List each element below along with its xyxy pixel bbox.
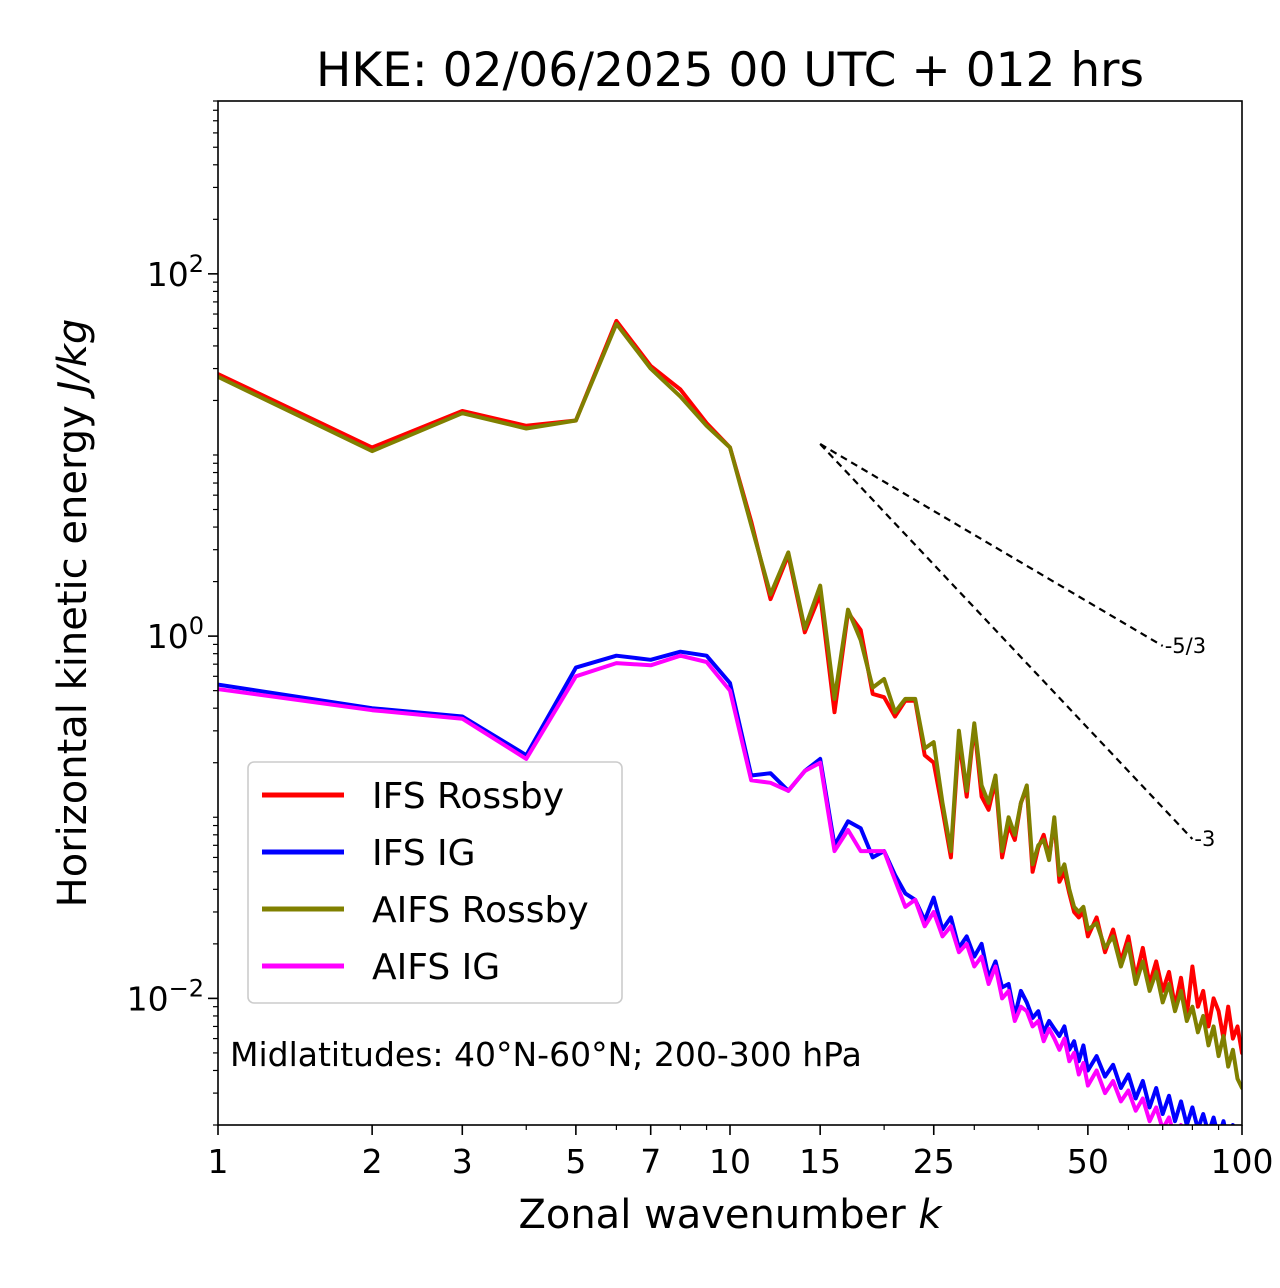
legend-label-ifs-rossby: IFS Rossby xyxy=(372,776,564,817)
x-tick-label: 7 xyxy=(640,1142,661,1181)
y-axis-label-text: Horizontal kinetic energy xyxy=(50,405,96,907)
reference-slope-line xyxy=(819,443,1164,647)
x-tick-label: 50 xyxy=(1067,1142,1109,1181)
x-tick-label: 1 xyxy=(208,1142,229,1181)
x-tick-label: 100 xyxy=(1211,1142,1274,1181)
y-tick-label: 102 xyxy=(147,250,204,294)
plot-frame xyxy=(217,100,1243,1126)
y-tick-label: 100 xyxy=(147,612,204,656)
x-tick-label: 15 xyxy=(799,1142,841,1181)
legend-label-aifs-rossby: AIFS Rossby xyxy=(372,890,589,931)
x-tick-label: 10 xyxy=(709,1142,751,1181)
reference-slope-label: -3 xyxy=(1194,827,1215,851)
x-tick-label: 3 xyxy=(452,1142,473,1181)
x-minor-ticks xyxy=(525,1125,1220,1130)
x-tick-label: 5 xyxy=(565,1142,586,1181)
legend-box xyxy=(247,761,623,1004)
x-tick-label: 25 xyxy=(913,1142,955,1181)
legend-label-aifs-ig: AIFS IG xyxy=(372,947,500,988)
x-axis-ticks: 1 2 3 5 7 10 15 25 50 100 xyxy=(208,1125,1274,1181)
reference-slopes: -5/3 -3 xyxy=(819,443,1215,851)
reference-slope-label: -5/3 xyxy=(1165,634,1206,658)
legend-label-ifs-ig: IFS IG xyxy=(372,833,476,874)
x-axis-label-text: Zonal wavenumber xyxy=(518,1192,906,1238)
y-tick-label: 10−2 xyxy=(127,974,204,1018)
series-line-aifs-ig xyxy=(218,653,1184,1125)
x-tick-label: 2 xyxy=(362,1142,383,1181)
x-axis-label: Zonal wavenumber k xyxy=(518,1192,943,1238)
x-axis-label-variable: k xyxy=(918,1192,943,1238)
y-axis-label: Horizontal kinetic energy J/kg xyxy=(50,319,96,908)
chart-title: HKE: 02/06/2025 00 UTC + 012 hrs xyxy=(316,43,1144,98)
legend: IFS Rossby IFS IG AIFS Rossby AIFS IG xyxy=(247,761,623,1004)
series-line-aifs-rossby xyxy=(218,321,1242,1090)
y-axis-label-units: J/kg xyxy=(50,319,96,400)
y-axis-ticks: 102 100 10−2 xyxy=(127,250,218,1018)
reference-slope-line xyxy=(819,443,1194,840)
series-layer xyxy=(218,318,1242,1125)
region-annotation: Midlatitudes: 40°N-60°N; 200-300 hPa xyxy=(230,1035,862,1074)
y-minor-ticks xyxy=(213,100,218,1126)
